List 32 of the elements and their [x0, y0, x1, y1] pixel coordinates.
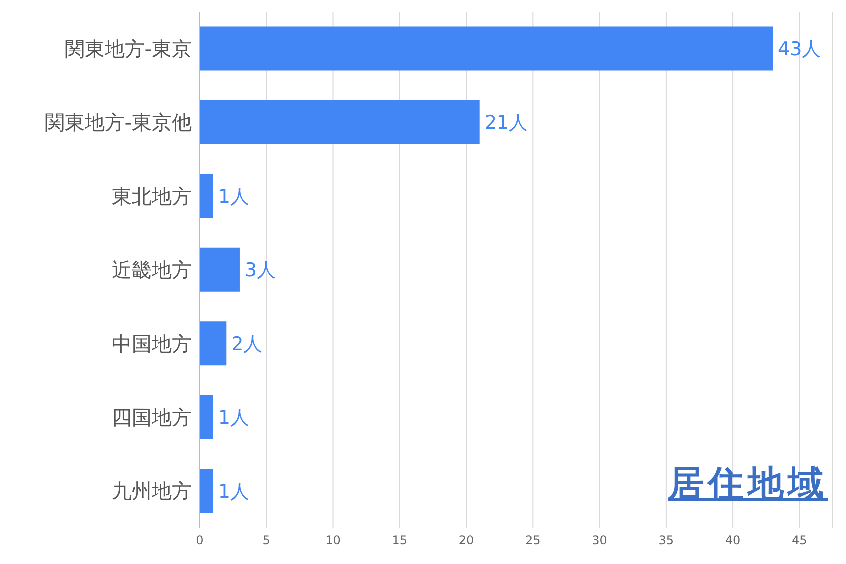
data-label: 1人 [218, 407, 250, 430]
y-tick-label: 東北地方 [112, 184, 192, 208]
y-tick-label: 九州地方 [112, 479, 192, 504]
bar [200, 469, 214, 514]
bar [200, 100, 480, 144]
x-tick-label: 30 [592, 534, 608, 548]
y-tick-label: 近畿地方 [112, 258, 192, 282]
y-tick-label: 四国地方 [112, 406, 192, 430]
data-label: 43人 [778, 38, 822, 60]
x-tick-label: 5 [262, 534, 270, 548]
data-label: 1人 [218, 186, 250, 208]
bar [200, 26, 774, 71]
x-tick-label: 40 [725, 534, 741, 548]
bar [200, 395, 214, 440]
bar [200, 174, 214, 218]
bar [200, 322, 227, 366]
y-tick-label: 関東地方-東京他 [44, 110, 192, 135]
data-label: 3人 [244, 260, 276, 282]
data-label: 1人 [218, 480, 250, 503]
data-label: 21人 [484, 112, 528, 134]
x-tick-label: 0 [196, 534, 204, 548]
x-tick-label: 15 [392, 534, 408, 548]
x-tick-label: 20 [458, 534, 474, 548]
data-label: 2人 [232, 333, 263, 356]
x-tick-label: 10 [326, 534, 341, 548]
y-tick-label: 中国地方 [112, 332, 192, 356]
bar [200, 248, 240, 292]
text: 居住地域 [668, 463, 828, 507]
x-tick-label: 35 [658, 534, 674, 548]
x-tick-label: 45 [792, 534, 808, 548]
x-tick-label: 25 [526, 534, 541, 548]
y-tick-label: 関東地方-東京 [64, 36, 192, 61]
